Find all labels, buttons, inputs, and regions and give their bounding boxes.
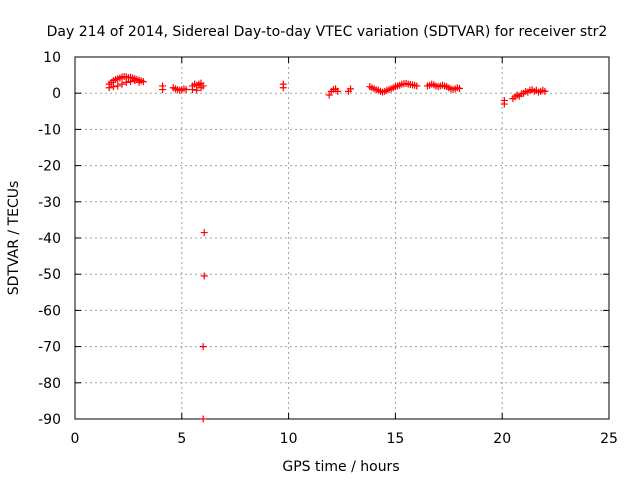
data-point xyxy=(197,84,205,92)
data-point xyxy=(413,82,421,90)
data-point xyxy=(200,229,208,237)
data-point xyxy=(199,343,207,351)
y-tick-label: -10 xyxy=(38,122,61,138)
data-point xyxy=(105,84,113,92)
data-point xyxy=(139,78,147,86)
x-tick-label: 15 xyxy=(386,431,404,447)
y-tick-label: -20 xyxy=(38,159,61,175)
y-tick-label: -80 xyxy=(38,376,61,392)
data-point xyxy=(188,86,196,94)
data-point xyxy=(325,91,333,99)
y-tick-labels: 10 0 -10 -20 -30 -40 -50 -60 -70 -80 -90 xyxy=(38,50,61,428)
data-point xyxy=(279,84,287,92)
x-tick-label: 10 xyxy=(280,431,298,447)
y-tick-label: -90 xyxy=(38,412,61,428)
data-point xyxy=(122,78,130,86)
data-point xyxy=(109,83,117,91)
data-point xyxy=(114,82,122,90)
data-point xyxy=(541,87,549,95)
data-points xyxy=(105,73,549,423)
x-axis-label: GPS time / hours xyxy=(282,459,399,475)
data-point xyxy=(131,77,139,85)
data-point xyxy=(118,80,126,88)
grid-lines xyxy=(75,57,609,419)
data-point xyxy=(199,415,207,423)
y-tick-label: -40 xyxy=(38,231,61,247)
y-tick-label: -60 xyxy=(38,303,61,319)
data-point xyxy=(334,87,342,95)
data-point xyxy=(455,84,463,92)
series-sdtvar xyxy=(105,73,549,423)
x-tick-label: 20 xyxy=(493,431,511,447)
data-point xyxy=(347,85,355,93)
y-tick-label: -30 xyxy=(38,195,61,211)
data-point xyxy=(200,272,208,280)
y-tick-label: 10 xyxy=(43,50,61,66)
y-tick-label: -50 xyxy=(38,267,61,283)
y-tick-label: -70 xyxy=(38,340,61,356)
data-point xyxy=(500,100,508,108)
x-tick-labels: 0 5 10 15 20 25 xyxy=(71,431,618,447)
data-point xyxy=(127,78,135,86)
axis-ticks xyxy=(74,56,610,420)
chart-title: Day 214 of 2014, Sidereal Day-to-day VTE… xyxy=(47,24,608,40)
data-point xyxy=(135,78,143,86)
data-point xyxy=(193,86,201,94)
x-tick-label: 25 xyxy=(600,431,618,447)
data-point xyxy=(159,86,167,94)
y-tick-label: 0 xyxy=(52,86,61,102)
x-tick-label: 0 xyxy=(71,431,80,447)
y-axis-label: SDTVAR / TECUs xyxy=(6,181,22,296)
x-tick-label: 5 xyxy=(177,431,186,447)
data-point xyxy=(182,86,190,94)
